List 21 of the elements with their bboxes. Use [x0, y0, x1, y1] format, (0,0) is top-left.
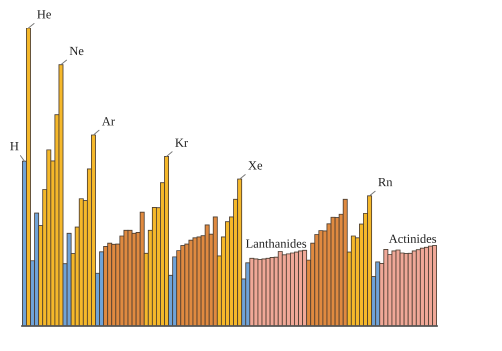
text: He: [37, 10, 51, 19]
annotation: Xe: [248, 161, 262, 170]
bar: [270, 257, 275, 326]
bar: [140, 212, 145, 326]
bar: [58, 64, 64, 326]
bar: [204, 224, 210, 326]
annotation: Ne: [70, 46, 84, 56]
bar: [432, 245, 437, 326]
annotation: Kr: [175, 138, 188, 147]
annotation: Actinides: [388, 234, 436, 243]
bar: [367, 195, 372, 326]
annotation: Lanthanides: [246, 238, 306, 248]
annotation: Ar: [102, 117, 115, 126]
annotation: Rn: [378, 178, 392, 186]
bar: [404, 253, 409, 326]
bar: [164, 156, 170, 326]
bar: [91, 134, 96, 326]
bar: [103, 246, 108, 326]
bar: [237, 178, 242, 326]
bar: [26, 28, 31, 326]
text: H: [10, 142, 19, 150]
